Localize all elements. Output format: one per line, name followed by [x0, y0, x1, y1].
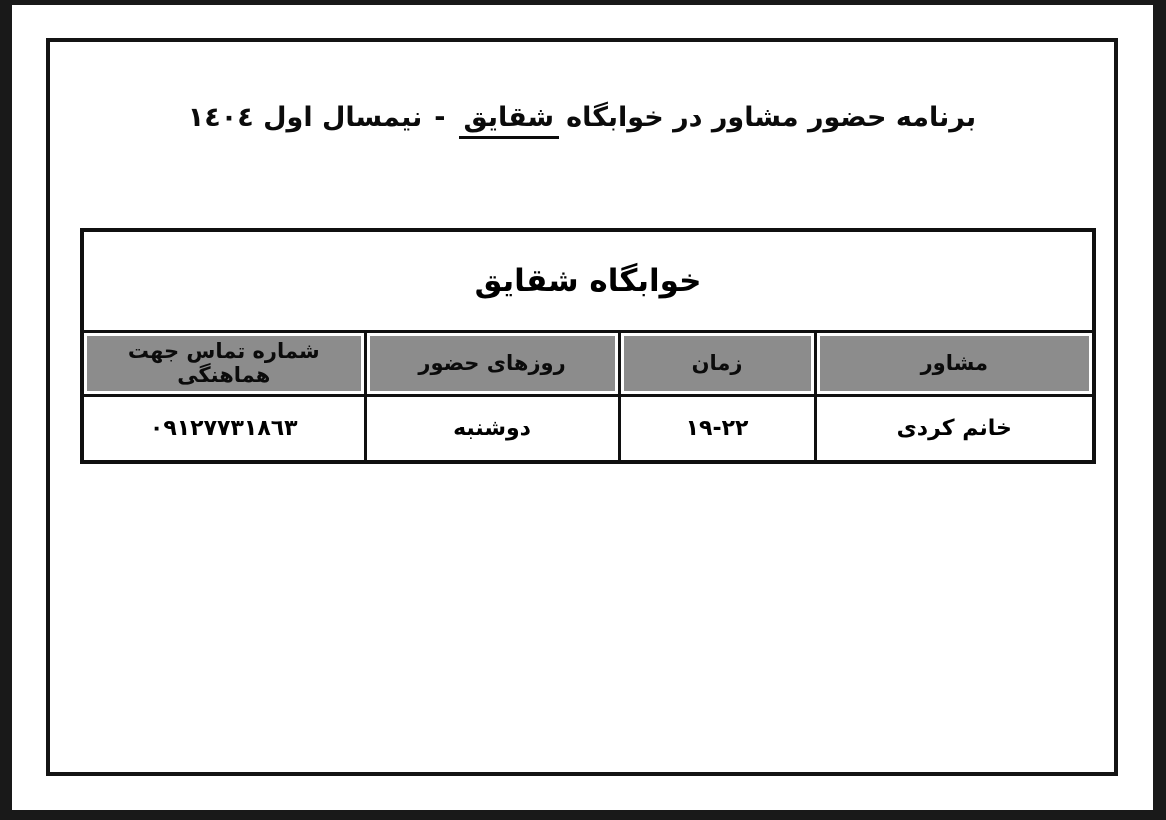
table-caption: خوابگاه شقایق — [80, 228, 1096, 333]
cell-days: دوشنبه — [363, 393, 621, 464]
table-row: خانم کردی ١٩-٢٢ دوشنبه ٠٩١٢٧٧٣١٨٦٣ — [80, 393, 1096, 464]
header-label-time: زمان — [623, 335, 811, 391]
title-prefix: برنامه حضور مشاور در خوابگاه — [566, 102, 977, 133]
document-page: 1 of 1 برنامه حضور مشاور در خوابگاهشقایق… — [12, 5, 1153, 810]
header-cell-phone: شماره تماس جهت هماهنگی — [80, 329, 367, 397]
cell-counselor: خانم کردی — [813, 393, 1096, 464]
cell-phone: ٠٩١٢٧٧٣١٨٦٣ — [80, 393, 367, 464]
schedule-table: خوابگاه شقایق مشاور زمان روزهای حضور شما… — [80, 228, 1097, 464]
header-cell-counselor: مشاور — [813, 329, 1096, 397]
table-caption-row: خوابگاه شقایق — [80, 228, 1096, 333]
table-header-row: مشاور زمان روزهای حضور شماره تماس جهت هم… — [80, 329, 1096, 397]
title-separator: - — [434, 102, 446, 133]
header-label-days: روزهای حضور — [369, 335, 615, 391]
header-cell-days: روزهای حضور — [363, 329, 621, 397]
title-suffix: نیمسال اول ١٤٠٤ — [187, 102, 423, 133]
document-title: برنامه حضور مشاور در خوابگاهشقایق-نیمسال… — [46, 102, 1118, 139]
header-label-phone: شماره تماس جهت هماهنگی — [87, 335, 361, 391]
phone-number-value: ٠٩١٢٧٧٣١٨٦٣ — [149, 415, 298, 441]
header-cell-time: زمان — [617, 329, 817, 397]
title-dormitory-name-underlined: شقایق — [458, 102, 560, 139]
cell-time: ١٩-٢٢ — [617, 393, 817, 464]
header-label-counselor: مشاور — [819, 335, 1090, 391]
time-range-value: ١٩-٢٢ — [685, 415, 749, 441]
